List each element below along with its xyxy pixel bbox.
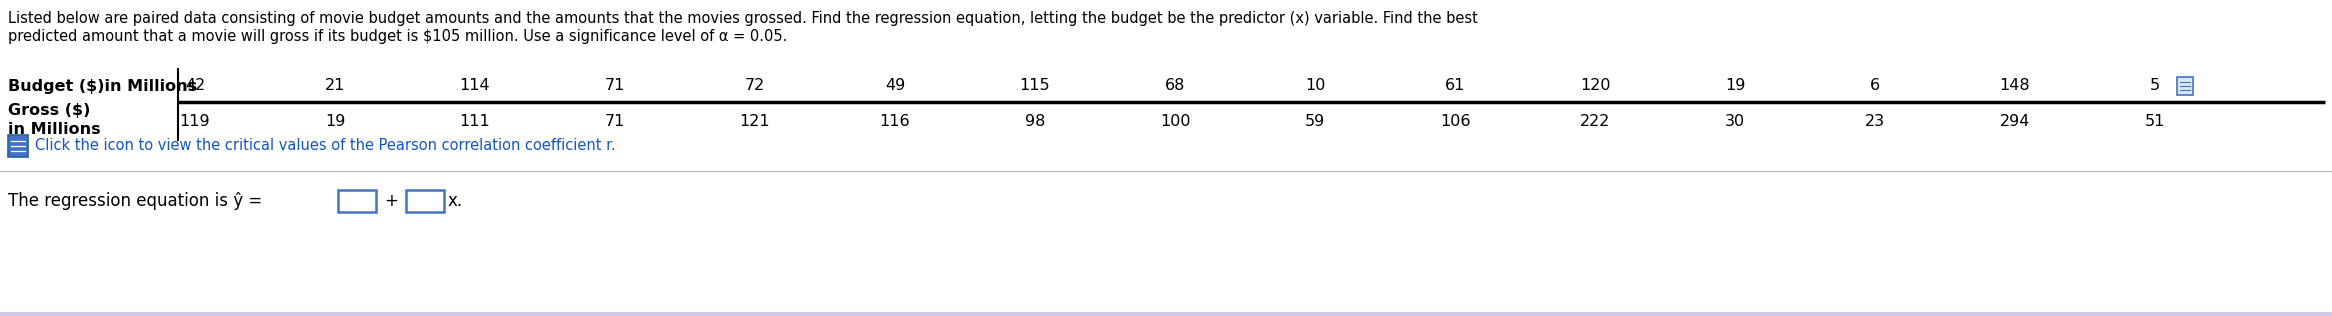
Text: x.: x. [448,192,464,210]
Text: 68: 68 [1164,78,1185,94]
Text: 116: 116 [879,113,909,129]
Text: 59: 59 [1306,113,1325,129]
Text: 71: 71 [604,113,625,129]
Text: 5: 5 [2150,78,2159,94]
Text: 19: 19 [1726,78,1744,94]
Text: 120: 120 [1579,78,1611,94]
Text: 222: 222 [1579,113,1609,129]
Text: Listed below are paired data consisting of movie budget amounts and the amounts : Listed below are paired data consisting … [7,11,1478,26]
Text: 115: 115 [1019,78,1049,94]
Text: 71: 71 [604,78,625,94]
Text: 111: 111 [459,113,490,129]
Text: 19: 19 [324,113,345,129]
Text: 100: 100 [1159,113,1189,129]
Text: 72: 72 [744,78,765,94]
Text: 6: 6 [1870,78,1880,94]
Text: 51: 51 [2145,113,2164,129]
FancyBboxPatch shape [338,190,375,212]
Text: 98: 98 [1024,113,1045,129]
Text: 30: 30 [1726,113,1744,129]
Text: 121: 121 [739,113,770,129]
Text: The regression equation is ŷ =: The regression equation is ŷ = [7,192,261,210]
Text: 148: 148 [1999,78,2031,94]
Text: 42: 42 [184,78,205,94]
Text: 21: 21 [324,78,345,94]
Text: 61: 61 [1446,78,1464,94]
Text: +: + [385,192,399,210]
Text: Gross ($): Gross ($) [7,104,91,118]
Text: 49: 49 [884,78,905,94]
FancyBboxPatch shape [406,190,443,212]
FancyBboxPatch shape [2178,77,2192,95]
Text: 114: 114 [459,78,490,94]
Text: in Millions: in Millions [7,123,100,137]
Text: 106: 106 [1439,113,1469,129]
FancyBboxPatch shape [7,135,28,157]
Text: predicted amount that a movie will gross if its budget is $105 million. Use a si: predicted amount that a movie will gross… [7,29,788,44]
Text: 294: 294 [2001,113,2031,129]
Text: 119: 119 [180,113,210,129]
Text: 10: 10 [1306,78,1325,94]
Text: Budget ($)in Millions: Budget ($)in Millions [7,78,198,94]
Text: 23: 23 [1866,113,1884,129]
Text: Click the icon to view the critical values of the Pearson correlation coefficien: Click the icon to view the critical valu… [35,138,616,154]
